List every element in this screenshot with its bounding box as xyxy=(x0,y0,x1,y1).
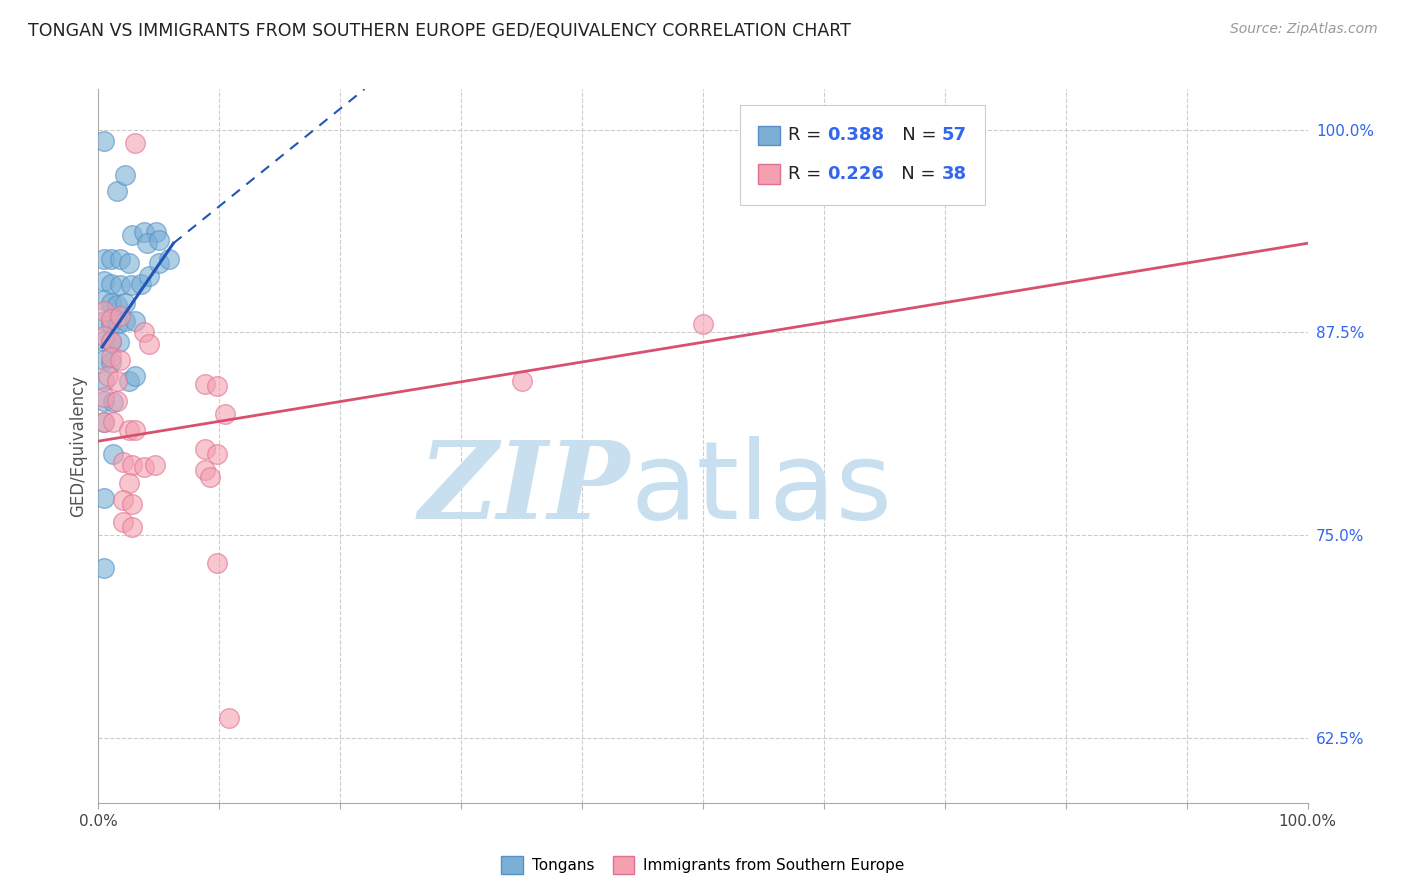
Point xyxy=(205,379,228,393)
Point xyxy=(214,407,236,421)
Point xyxy=(111,492,134,507)
Point xyxy=(124,423,146,437)
Point xyxy=(148,256,170,270)
Point xyxy=(118,476,141,491)
Point xyxy=(205,447,228,461)
Text: TONGAN VS IMMIGRANTS FROM SOUTHERN EUROPE GED/EQUIVALENCY CORRELATION CHART: TONGAN VS IMMIGRANTS FROM SOUTHERN EUROP… xyxy=(28,22,851,40)
Point xyxy=(148,233,170,247)
Point xyxy=(100,312,122,326)
Point xyxy=(93,304,115,318)
Point xyxy=(114,296,136,310)
Y-axis label: GED/Equivalency: GED/Equivalency xyxy=(69,375,87,517)
Point xyxy=(105,185,128,199)
Legend: Tongans, Immigrants from Southern Europe: Tongans, Immigrants from Southern Europe xyxy=(495,850,911,880)
Point xyxy=(101,447,124,461)
Point xyxy=(135,236,157,251)
Point xyxy=(218,711,240,725)
Point xyxy=(124,314,146,328)
Point xyxy=(100,354,122,368)
Point xyxy=(111,515,134,529)
Point xyxy=(118,423,141,437)
Point xyxy=(93,353,115,368)
Point xyxy=(194,463,217,477)
Point xyxy=(93,328,115,343)
Point xyxy=(134,326,156,340)
Point xyxy=(138,336,160,351)
Point xyxy=(134,225,156,239)
Point xyxy=(114,168,136,182)
Point xyxy=(124,369,146,384)
Point xyxy=(100,277,122,291)
Point xyxy=(118,374,141,388)
Point xyxy=(101,415,124,429)
Point xyxy=(108,353,131,368)
Point xyxy=(93,374,115,388)
Point xyxy=(118,256,141,270)
Point xyxy=(107,316,129,330)
Point xyxy=(100,252,122,267)
Point xyxy=(100,335,122,350)
Point xyxy=(93,393,115,408)
Point xyxy=(100,318,122,332)
Point xyxy=(97,369,120,384)
Point xyxy=(100,334,122,348)
Point xyxy=(100,296,122,310)
Point xyxy=(93,252,115,267)
Point xyxy=(194,442,217,457)
Point xyxy=(138,268,160,283)
Point xyxy=(124,136,146,150)
Text: ZIP: ZIP xyxy=(419,436,630,541)
Point xyxy=(93,560,115,574)
Point xyxy=(129,277,152,291)
Point xyxy=(105,374,128,388)
Point xyxy=(93,390,115,404)
Point xyxy=(108,278,131,293)
Point xyxy=(105,393,128,408)
Point xyxy=(120,278,142,293)
Point xyxy=(143,458,166,473)
Point xyxy=(121,497,143,511)
Point xyxy=(121,520,143,534)
Point xyxy=(93,334,115,348)
Point xyxy=(692,318,714,332)
Point xyxy=(205,556,228,570)
Point xyxy=(105,298,128,312)
Point xyxy=(134,460,156,475)
Point xyxy=(93,491,115,505)
Point xyxy=(108,335,131,350)
Point xyxy=(108,252,131,267)
Point xyxy=(93,415,115,429)
Text: atlas: atlas xyxy=(630,436,893,541)
Point xyxy=(510,374,533,388)
Point xyxy=(157,252,180,267)
Point xyxy=(194,377,217,392)
Point xyxy=(101,395,124,409)
Text: Source: ZipAtlas.com: Source: ZipAtlas.com xyxy=(1230,22,1378,37)
Point xyxy=(93,314,115,328)
Point xyxy=(93,415,115,429)
Point xyxy=(93,274,115,288)
Point xyxy=(114,314,136,328)
Point xyxy=(121,458,143,473)
Point xyxy=(121,228,143,243)
Point xyxy=(93,134,115,148)
Point xyxy=(108,310,131,324)
Point xyxy=(145,225,167,239)
Point xyxy=(93,293,115,307)
Point xyxy=(111,455,134,469)
Point xyxy=(100,350,122,364)
Point xyxy=(198,470,221,484)
